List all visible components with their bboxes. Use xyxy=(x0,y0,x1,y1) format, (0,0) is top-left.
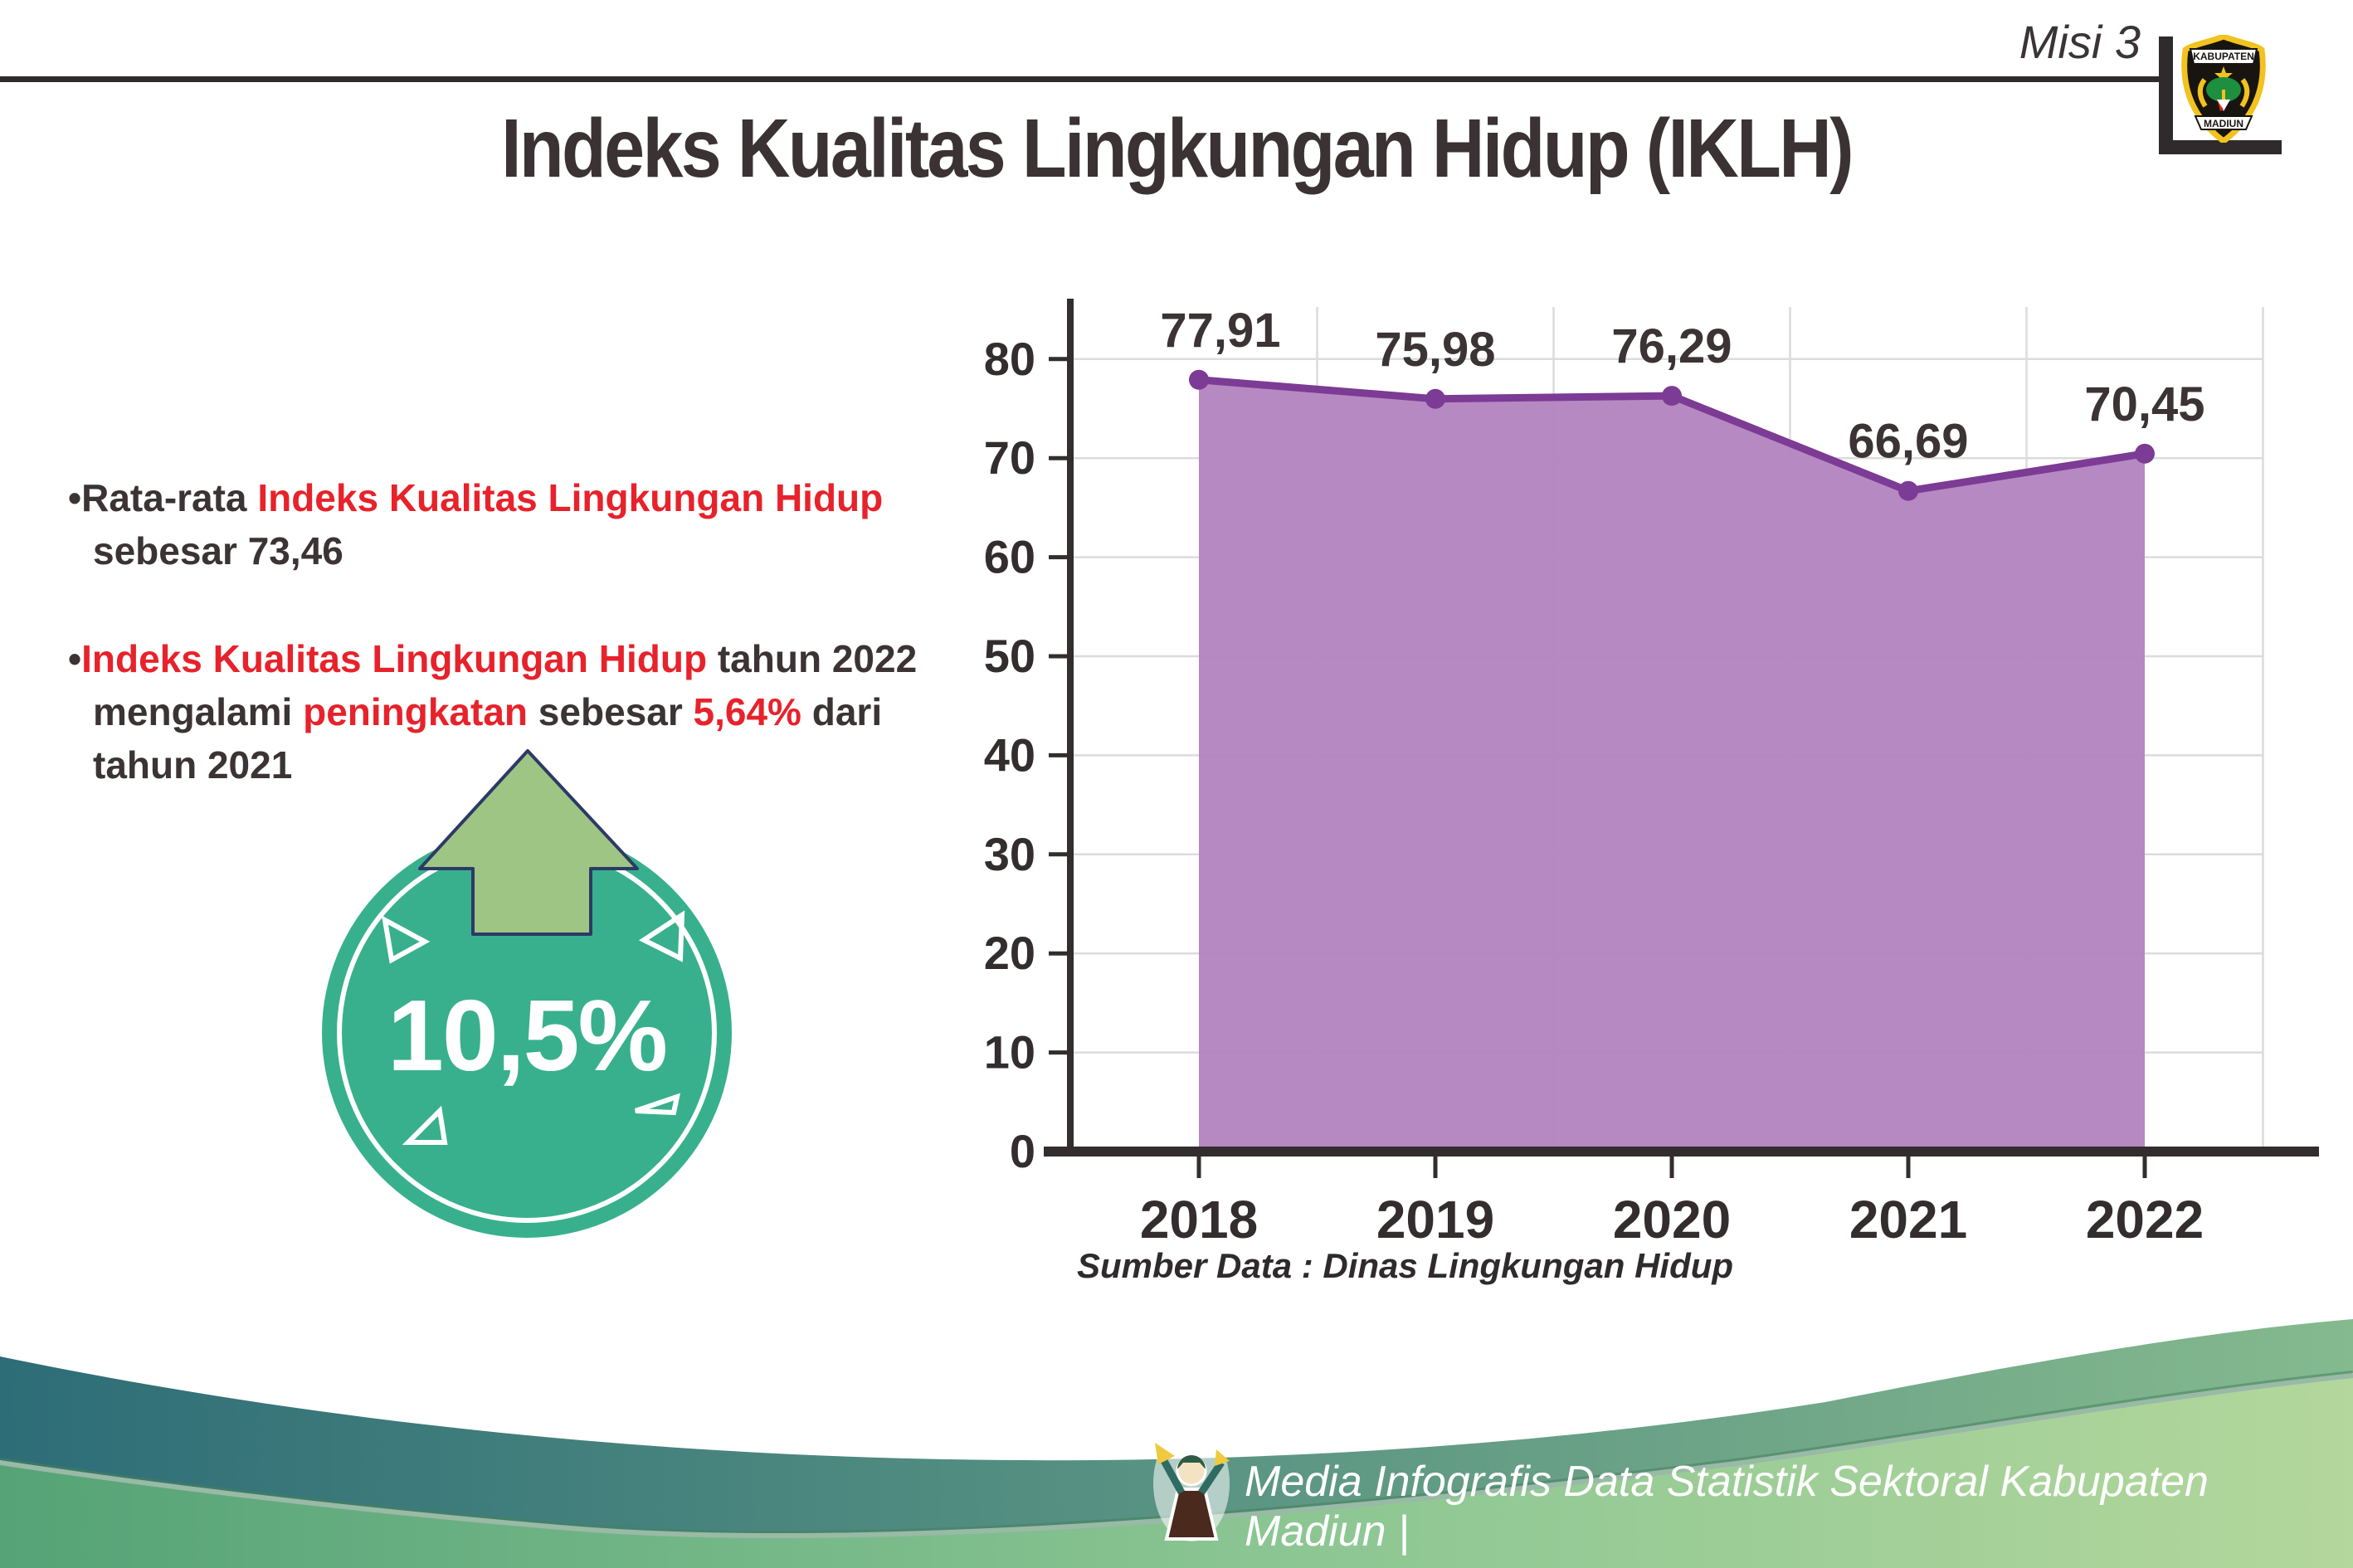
mascot-icon xyxy=(1153,1425,1230,1541)
y-tick-label: 70 xyxy=(984,431,1035,484)
bullet-text-segment: dari tahun 2021 xyxy=(93,690,883,786)
iklh-area-chart: 0 10 20 30 40 50 60 70 80 2018 2019 2020 2021 2022 77,… xyxy=(984,299,2319,1249)
x-tick-label: 2018 xyxy=(1140,1190,1258,1249)
y-tick-label: 60 xyxy=(984,531,1035,583)
bullet-text-segment: Rata-rata xyxy=(81,476,258,519)
mascot-cap xyxy=(1177,1455,1206,1469)
kabupaten-madiun-logo-icon: KABUPATEN MADIUN xyxy=(2181,35,2266,143)
logo-top-text: KABUPATEN xyxy=(2193,51,2254,62)
area-fill xyxy=(1199,379,2145,1152)
sparkle-triangle-icon xyxy=(635,1093,681,1116)
logo-frame-vertical xyxy=(2159,37,2173,154)
y-tick-label: 80 xyxy=(984,333,1035,385)
x-tick-label: 2019 xyxy=(1376,1190,1494,1249)
key-findings-list: •Rata-rata Indeks Kualitas Lingkungan Hi… xyxy=(68,471,956,846)
data-point xyxy=(1425,388,1445,409)
increase-badge xyxy=(322,749,732,1238)
y-tick-label: 20 xyxy=(984,927,1035,979)
badge-circle xyxy=(322,828,732,1238)
bullet-dot: • xyxy=(68,637,82,680)
logo-bottom-ribbon xyxy=(2194,115,2253,130)
sparkle-triangle-icon xyxy=(382,915,431,964)
data-point xyxy=(2135,443,2155,464)
mascot-right-arm xyxy=(1198,1460,1225,1495)
bullet-item: •Indeks Kualitas Lingkungan Hidup tahun … xyxy=(68,632,956,791)
bullet-item: •Rata-rata Indeks Kualitas Lingkungan Hi… xyxy=(68,471,956,577)
teal-wave xyxy=(0,1319,2353,1534)
value-label: 66,69 xyxy=(1848,415,1968,469)
value-label: 77,91 xyxy=(1160,304,1280,358)
data-point xyxy=(1898,480,1918,501)
bullet-text-segment: peningkatan xyxy=(303,690,529,733)
y-tick-label: 10 xyxy=(984,1026,1035,1079)
y-tick-label: 30 xyxy=(984,828,1035,880)
x-tick-label: 2021 xyxy=(1849,1190,1967,1249)
value-label: 75,98 xyxy=(1375,323,1495,377)
y-tick-label: 50 xyxy=(984,630,1035,682)
logo-center-shield xyxy=(2217,100,2230,111)
data-source-note: Sumber Data : Dinas Lingkungan Hidup xyxy=(1077,1246,1734,1285)
logo-bottom-text: MADIUN xyxy=(2204,118,2243,129)
mascot-flag xyxy=(1155,1443,1175,1464)
mascot-spark xyxy=(1215,1449,1230,1466)
bullet-text-segment: sebesar 73,46 xyxy=(93,529,343,572)
y-tick-label: 40 xyxy=(984,728,1035,781)
page-title: Indeks Kualitas Lingkungan Hidup (IKLH) xyxy=(501,102,1854,195)
green-wave xyxy=(0,1378,2353,1568)
bullet-dot: • xyxy=(68,476,82,519)
up-arrow-icon xyxy=(418,749,639,936)
misi-label: Misi 3 xyxy=(2019,16,2141,68)
sparkle-triangle-icon xyxy=(402,1105,448,1145)
value-label: 76,29 xyxy=(1611,319,1732,373)
logo-center-ribbon xyxy=(2218,101,2224,111)
bullet-text-segment: tahun 2022 mengalami xyxy=(93,637,918,733)
sparkle-triangle-icon xyxy=(638,910,685,962)
logo-frame-horizontal xyxy=(2159,140,2282,154)
increase-percentage-label: 10,5% xyxy=(387,979,668,1092)
x-tick-label: 2020 xyxy=(1613,1190,1731,1249)
logo-top-ribbon xyxy=(2189,48,2258,65)
bullet-text-segment: 5,64% xyxy=(693,690,801,733)
bullet-text-segment: sebesar xyxy=(528,690,694,733)
y-tick-label: 0 xyxy=(1010,1125,1035,1177)
data-point xyxy=(1189,369,1209,390)
header-divider xyxy=(0,76,2161,82)
data-point xyxy=(1662,386,1682,407)
mascot-left-arm xyxy=(1160,1457,1185,1495)
footer-credit: Media Infografis Data Statistik Sektoral… xyxy=(1245,1458,2209,1556)
logo-tree-trunk xyxy=(2222,90,2225,108)
logo-right-wing-icon xyxy=(2239,78,2250,108)
x-tick-label: 2022 xyxy=(2086,1190,2204,1249)
logo-left-wing-icon xyxy=(2197,78,2208,108)
bullet-text-segment: Indeks Kualitas Lingkungan Hidup xyxy=(257,476,884,519)
bullet-text-segment: Indeks Kualitas Lingkungan Hidup xyxy=(81,637,708,680)
value-label: 70,45 xyxy=(2084,377,2204,431)
